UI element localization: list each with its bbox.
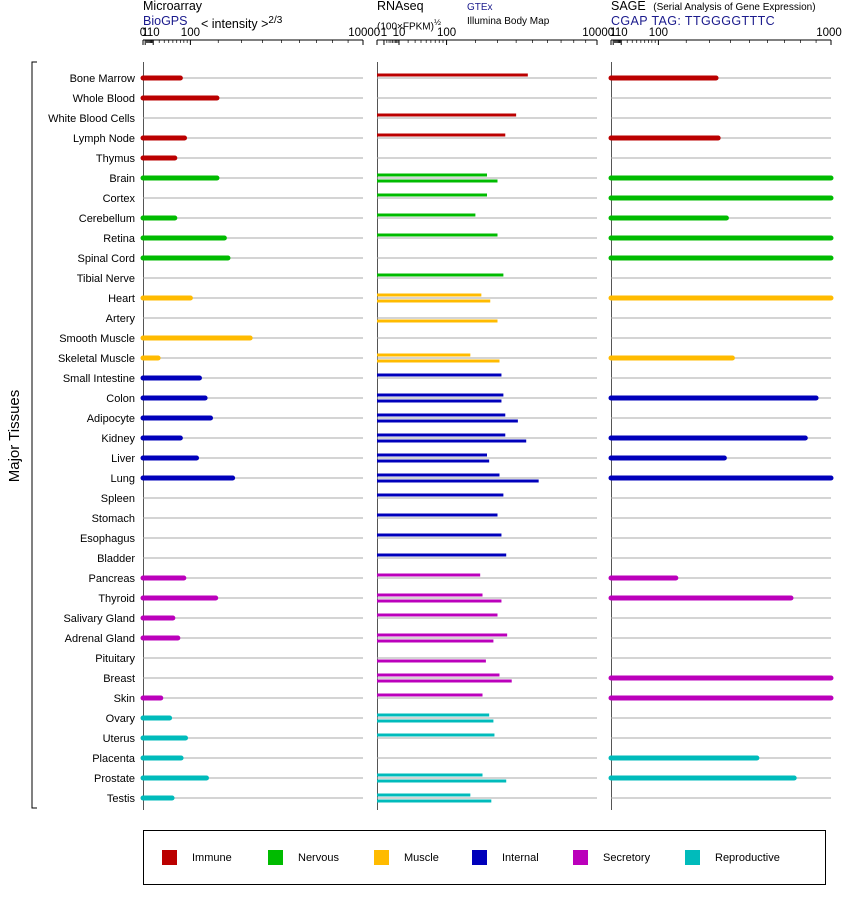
legend-swatch: [573, 850, 588, 865]
rnaseq-source-ibm: Illumina Body Map: [467, 16, 550, 27]
microarray-scale-text: < intensity >: [201, 17, 269, 32]
legend-swatch: [472, 850, 487, 865]
sage-tag: CGAP TAG: TTGGGGTTTC: [611, 14, 776, 28]
category-label: Pituitary: [95, 653, 135, 665]
category-label: Cerebellum: [79, 213, 135, 225]
category-label: Placenta: [92, 753, 136, 765]
category-label: Bone Marrow: [70, 73, 135, 85]
category-label: Whole Blood: [73, 93, 135, 105]
microarray-source: BioGPS: [143, 14, 188, 28]
category-label: Lymph Node: [73, 133, 135, 145]
category-label: Skeletal Muscle: [58, 353, 135, 365]
rnaseq-title: RNAseq: [377, 0, 424, 13]
rnaseq-tick-label: 10: [393, 27, 406, 39]
sage-tick-label: 10: [615, 27, 628, 39]
category-label: Bladder: [97, 553, 135, 565]
category-label: Ovary: [106, 713, 136, 725]
sage-title-text: SAGE: [611, 0, 646, 13]
rnaseq-tick-label: 1: [381, 27, 387, 39]
category-label: Small Intestine: [63, 373, 135, 385]
category-label: Adrenal Gland: [65, 633, 135, 645]
sage-subtitle: (Serial Analysis of Gene Expression): [653, 2, 816, 13]
category-label: Adipocyte: [87, 413, 135, 425]
legend-item-reproductive: Reproductive: [685, 850, 780, 866]
category-label: Tibial Nerve: [77, 273, 135, 285]
category-label: Lung: [111, 473, 135, 485]
sage-tick-label: 1000: [816, 27, 842, 39]
rnaseq-scale-exp: ½: [433, 17, 441, 27]
category-label: Spleen: [101, 493, 135, 505]
category-label: Thymus: [96, 153, 136, 165]
category-label: Colon: [106, 393, 135, 405]
y-axis-bracket: [31, 61, 37, 809]
legend-item-nervous: Nervous: [268, 850, 339, 866]
category-label: Heart: [108, 293, 135, 305]
sage-tick-label: 1: [610, 27, 616, 39]
category-label: Cortex: [103, 193, 136, 205]
microarray-scale: < intensity >2/3: [201, 14, 282, 31]
microarray-scale-exp: 2/3: [268, 15, 283, 26]
category-label: Kidney: [101, 433, 135, 445]
category-label: Liver: [111, 453, 135, 465]
category-label: Smooth Muscle: [59, 333, 135, 345]
category-label: Salivary Gland: [63, 613, 135, 625]
rnaseq-source-gtex: GTEx: [467, 2, 493, 13]
category-label: Artery: [106, 313, 136, 325]
category-label: Retina: [103, 233, 136, 245]
legend: Immune Nervous Muscle Internal Secretory…: [143, 830, 826, 885]
category-label: White Blood Cells: [48, 113, 135, 125]
sage-tick-label: 0: [608, 27, 614, 39]
sage-tick-label: 100: [649, 27, 668, 39]
microarray-title: Microarray: [143, 0, 203, 13]
microarray-tick-label: 1: [142, 27, 148, 39]
legend-item-secretory: Secretory: [573, 850, 650, 866]
legend-swatch: [374, 850, 389, 865]
microarray-tick-label: 0: [140, 27, 146, 39]
category-label: Brain: [109, 173, 135, 185]
category-label: Testis: [107, 793, 136, 805]
legend-label: Nervous: [298, 852, 339, 864]
legend-label: Secretory: [603, 852, 651, 864]
microarray-tick-label: 10: [147, 27, 160, 39]
category-label: Esophagus: [80, 533, 136, 545]
category-label: Thyroid: [98, 593, 135, 605]
y-axis-label: Major Tissues: [6, 390, 23, 483]
legend-item-immune: Immune: [162, 850, 232, 866]
legend-swatch: [162, 850, 177, 865]
category-label: Spinal Cord: [78, 253, 135, 265]
legend-item-muscle: Muscle: [374, 850, 439, 866]
category-label: Stomach: [92, 513, 135, 525]
category-label: Uterus: [103, 733, 136, 745]
rnaseq-tick-label: 100: [437, 27, 456, 39]
legend-swatch: [685, 850, 700, 865]
legend-label: Internal: [502, 852, 539, 864]
rnaseq-tick-label: 0: [374, 27, 380, 39]
rnaseq-scale-text: (100×FPKM): [377, 21, 434, 33]
category-label: Prostate: [94, 773, 135, 785]
legend-label: Reproductive: [715, 852, 780, 864]
legend-label: Immune: [192, 852, 232, 864]
rnaseq-tick-label: 1000: [582, 27, 608, 39]
legend-label: Muscle: [404, 852, 439, 864]
category-label: Breast: [103, 673, 135, 685]
legend-item-internal: Internal: [472, 850, 539, 866]
category-label: Skin: [114, 693, 135, 705]
category-label: Pancreas: [89, 573, 136, 585]
sage-title: SAGE (Serial Analysis of Gene Expression…: [611, 0, 816, 15]
microarray-tick-label: 100: [181, 27, 200, 39]
legend-swatch: [268, 850, 283, 865]
microarray-tick-label: 1000: [348, 27, 374, 39]
rnaseq-scale: (100×FPKM)½: [377, 15, 441, 34]
